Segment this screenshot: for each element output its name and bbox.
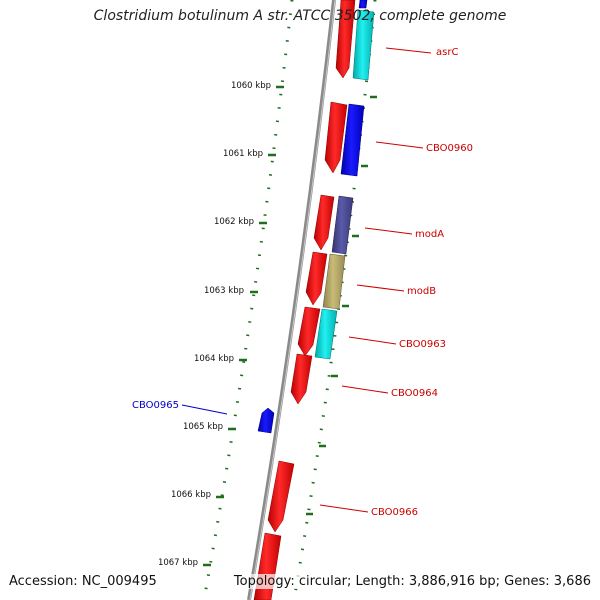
- leader-line: [364, 227, 413, 235]
- genome-backbone: [247, 0, 336, 600]
- tick-label: 1061 kbp: [223, 149, 263, 159]
- genome-backbone-highlight: [249, 0, 336, 600]
- tick-label: 1064 kbp: [194, 354, 234, 364]
- tick-label: 1067 kbp: [158, 558, 198, 568]
- map-title: Clostridium botulinum A str. ATCC 3502, …: [93, 8, 507, 24]
- gene-box-khaki[interactable]: [322, 253, 346, 310]
- gene-box-blue[interactable]: [358, 0, 368, 9]
- gene-label-modB[interactable]: modB: [407, 286, 436, 297]
- left-major-ticks: [203, 85, 284, 567]
- leader-lines: [181, 47, 432, 513]
- gene-arrow-red[interactable]: [290, 353, 313, 405]
- gene-box-cyan[interactable]: [352, 9, 375, 81]
- gene-label-CBO0964[interactable]: CBO0964: [391, 388, 438, 399]
- gene-label-CBO0960[interactable]: CBO0960: [426, 143, 473, 154]
- accession-text: Accession: NC_009495: [9, 574, 157, 589]
- leader-line: [319, 504, 369, 513]
- leader-line: [375, 141, 424, 149]
- leader-line: [348, 336, 397, 345]
- tick-label: 1063 kbp: [204, 286, 244, 296]
- gene-arrow-highlight[interactable]: [257, 407, 275, 434]
- gene-arrow-red[interactable]: [305, 251, 328, 306]
- gene-label-CBO0965[interactable]: CBO0965: [132, 400, 179, 411]
- leader-line: [356, 284, 405, 292]
- gene-label-CBO0963[interactable]: CBO0963: [399, 339, 446, 350]
- right-major-ticks: [306, 95, 377, 516]
- tick-label: 1062 kbp: [214, 217, 254, 227]
- outer-strand-genes: [314, 0, 375, 360]
- gene-arrow-red[interactable]: [267, 460, 295, 533]
- leader-line: [341, 385, 389, 394]
- leader-line: [385, 47, 432, 54]
- gene-arrow-red[interactable]: [335, 0, 356, 79]
- gene-box-slate[interactable]: [331, 195, 354, 255]
- tick-label: 1066 kbp: [171, 490, 211, 500]
- tick-label: 1060 kbp: [231, 81, 271, 91]
- gene-label-CBO0966[interactable]: CBO0966: [371, 507, 418, 518]
- gene-arrow-red[interactable]: [297, 306, 321, 357]
- tick-label: 1065 kbp: [183, 422, 223, 432]
- topology-text: Topology: circular; Length: 3,886,916 bp…: [233, 574, 591, 589]
- gene-label-modA[interactable]: modA: [415, 229, 444, 240]
- gene-label-asrC[interactable]: asrC: [436, 47, 458, 58]
- gene-arrow-red[interactable]: [313, 194, 335, 251]
- leader-line: [181, 404, 228, 415]
- gene-box-blue[interactable]: [340, 103, 365, 177]
- gene-arrow-red[interactable]: [324, 101, 348, 174]
- gene-box-cyan[interactable]: [314, 308, 338, 360]
